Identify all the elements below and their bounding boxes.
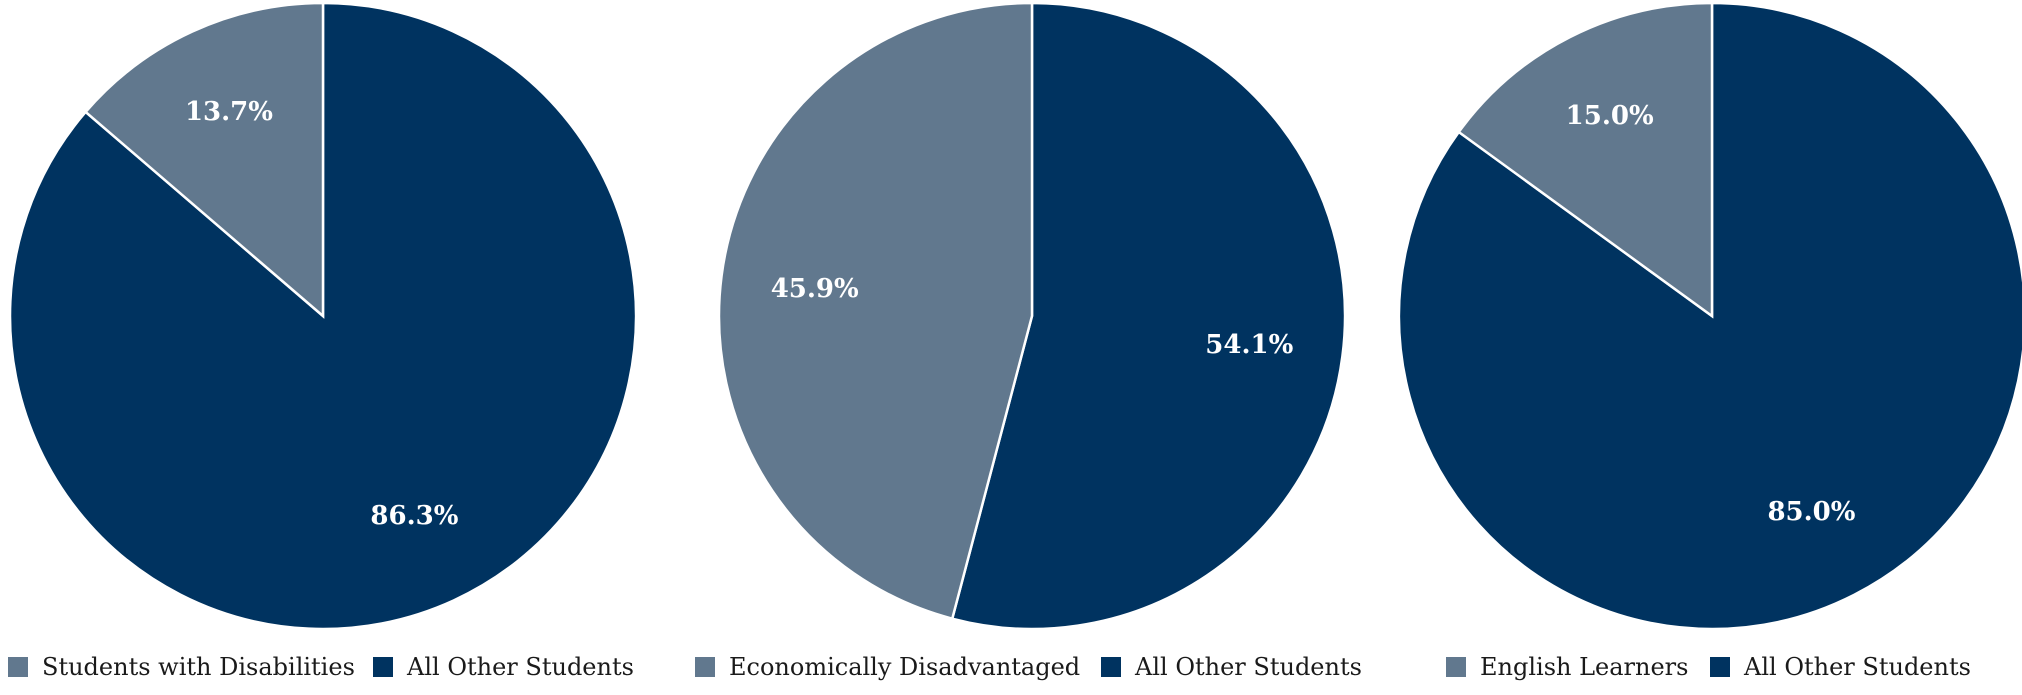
legend-swatch-all-other-students — [1710, 657, 1730, 677]
legend-swatch-economically-disadvantaged — [695, 657, 715, 677]
pie-chart-2: 54.1% 45.9% Economically Disadvantaged All … — [695, 1, 1362, 681]
data-label-students-with-disabilities: 13.7% — [185, 97, 273, 127]
slice-students-with-disabilities — [83, 1, 325, 319]
data-label-all-other-students: 85.0% — [1767, 497, 1855, 527]
data-label-all-other-students: 54.1% — [1205, 330, 1293, 360]
legend-label-economically-disadvantaged: Economically Disadvantaged — [729, 653, 1080, 681]
data-label-english-learners: 15.0% — [1566, 101, 1654, 131]
legend-swatch-english-learners — [1446, 657, 1466, 677]
data-label-all-other-students: 86.3% — [370, 501, 458, 531]
slice-english-learners — [1457, 1, 1714, 319]
legend-swatch-all-other-students — [373, 657, 393, 677]
pie-chart-3: 85.0% 15.0% English Learners All Other Stud… — [1397, 1, 2022, 681]
pie-chart-1: 86.3% 13.7% Students with Disabilities All … — [8, 1, 638, 681]
legend-label-all-other-students: All Other Students — [1134, 653, 1362, 681]
legend-swatch-all-other-students — [1101, 657, 1121, 677]
legend-swatch-students-with-disabilities — [8, 657, 28, 677]
legend-label-all-other-students: All Other Students — [1743, 653, 1971, 681]
legend-label-all-other-students: All Other Students — [406, 653, 634, 681]
slice-economically-disadvantaged — [717, 1, 1034, 621]
legend-label-english-learners: English Learners — [1480, 653, 1688, 681]
legend-label-students-with-disabilities: Students with Disabilities — [42, 653, 355, 681]
data-label-economically-disadvantaged: 45.9% — [771, 274, 859, 304]
slice-all-other-students — [950, 1, 1347, 631]
